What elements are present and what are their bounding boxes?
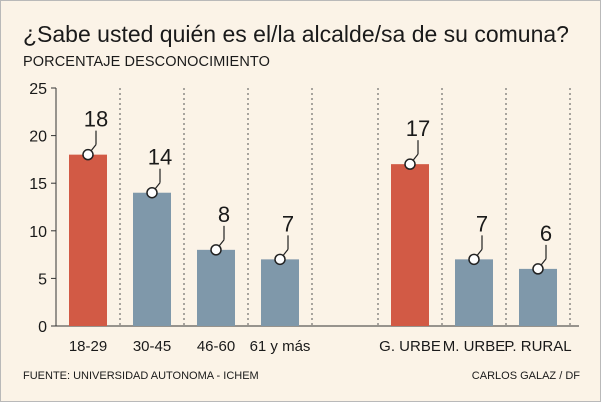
bar bbox=[197, 249, 235, 326]
data-label: 7 bbox=[282, 211, 294, 236]
value-marker bbox=[404, 158, 416, 170]
y-tick-label: 20 bbox=[29, 129, 47, 146]
x-tick-label: 30-45 bbox=[133, 338, 171, 355]
data-label: 7 bbox=[476, 211, 488, 236]
bar bbox=[69, 154, 107, 326]
value-marker bbox=[82, 148, 94, 161]
value-marker bbox=[468, 253, 480, 266]
data-label: 18 bbox=[84, 107, 108, 132]
y-tick-label: 15 bbox=[29, 176, 47, 193]
x-tick-label: P. RURAL bbox=[504, 338, 571, 355]
x-tick-label: G. URBE bbox=[379, 338, 441, 355]
y-tick-label: 5 bbox=[38, 271, 47, 288]
bar bbox=[519, 268, 557, 326]
y-tick-label: 25 bbox=[29, 81, 47, 98]
x-tick-label: 46-60 bbox=[197, 338, 235, 355]
bar bbox=[133, 192, 171, 326]
x-tick-label: M. URBE bbox=[443, 338, 506, 355]
value-marker bbox=[146, 186, 158, 199]
value-marker bbox=[532, 263, 544, 275]
chart-title: ¿Sabe usted quién es el/la alcalde/sa de… bbox=[23, 21, 569, 47]
chart-subtitle: PORCENTAJE DESCONOCIMIENTO bbox=[23, 54, 270, 70]
x-tick-label: 18-29 bbox=[69, 338, 107, 355]
y-tick-label: 10 bbox=[29, 224, 47, 241]
data-label: 17 bbox=[406, 116, 430, 141]
credit-note: CARLOS GALAZ / DF bbox=[471, 370, 580, 382]
data-label: 14 bbox=[148, 145, 172, 170]
source-note: FUENTE: UNIVERSIDAD AUTONOMA - ICHEM bbox=[23, 370, 259, 382]
y-tick-label: 0 bbox=[38, 319, 47, 336]
bar bbox=[455, 259, 493, 326]
data-label: 8 bbox=[218, 202, 230, 227]
data-label: 6 bbox=[540, 221, 552, 246]
bar bbox=[391, 164, 429, 326]
x-tick-label: 61 y más bbox=[250, 338, 311, 355]
bar bbox=[261, 259, 299, 326]
value-marker bbox=[210, 244, 222, 256]
value-marker bbox=[274, 253, 286, 266]
